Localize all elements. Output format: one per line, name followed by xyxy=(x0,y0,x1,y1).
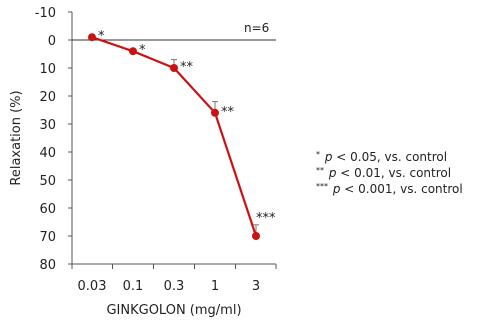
legend-stars: * xyxy=(316,150,320,159)
legend-condition: < 0.01, vs. control xyxy=(336,166,452,180)
x-tick-label: 1 xyxy=(211,279,219,294)
legend-entry: ** p < 0.01, vs. control xyxy=(316,163,451,181)
x-tick-label: 0.1 xyxy=(123,279,144,294)
legend-stars: ** xyxy=(316,166,324,175)
legend-entry: *** p < 0.001, vs. control xyxy=(316,179,463,197)
x-axis-title: GINKGOLON (mg/ml) xyxy=(106,303,241,318)
y-tick-label: 10 xyxy=(39,62,56,77)
x-tick-label: 0.3 xyxy=(164,279,185,294)
y-tick-label: 30 xyxy=(39,118,56,133)
significance-label: * xyxy=(139,43,146,58)
sample-size-annotation: n=6 xyxy=(244,21,269,35)
data-point xyxy=(129,47,137,56)
y-axis-title: Relaxation (%) xyxy=(9,90,24,185)
data-point xyxy=(211,108,219,117)
data-point xyxy=(88,33,96,42)
legend-stars: *** xyxy=(316,182,328,191)
data-point xyxy=(170,64,178,72)
y-tick-label: 0 xyxy=(48,34,56,49)
significance-label: *** xyxy=(256,211,276,226)
x-axis: 0.03 0.1 0.3 1 3 xyxy=(71,263,277,294)
legend-condition: < 0.05, vs. control xyxy=(332,150,448,164)
legend-p: p xyxy=(324,150,333,164)
y-tick-label: 50 xyxy=(39,174,56,189)
series-relaxation: ********* xyxy=(88,29,276,240)
x-tick-label: 0.03 xyxy=(78,279,107,294)
significance-label: ** xyxy=(221,105,235,120)
data-point xyxy=(252,232,260,240)
y-tick-label: 40 xyxy=(39,146,56,161)
x-tick-label: 3 xyxy=(252,279,260,294)
y-tick-label: -10 xyxy=(35,6,56,21)
y-tick-label: 70 xyxy=(39,230,56,245)
y-tick-label: 80 xyxy=(39,258,56,273)
legend-p: p xyxy=(328,166,337,180)
legend-p: p xyxy=(332,182,341,196)
y-tick-label: 20 xyxy=(39,90,56,105)
significance-label: * xyxy=(98,29,105,44)
y-axis: -10 0 10 20 30 40 50 60 70 80 xyxy=(35,6,73,273)
y-tick-label: 60 xyxy=(39,202,56,217)
legend-entry: * p < 0.05, vs. control xyxy=(316,147,447,165)
significance-label: ** xyxy=(180,60,194,75)
legend-condition: < 0.001, vs. control xyxy=(340,182,463,196)
